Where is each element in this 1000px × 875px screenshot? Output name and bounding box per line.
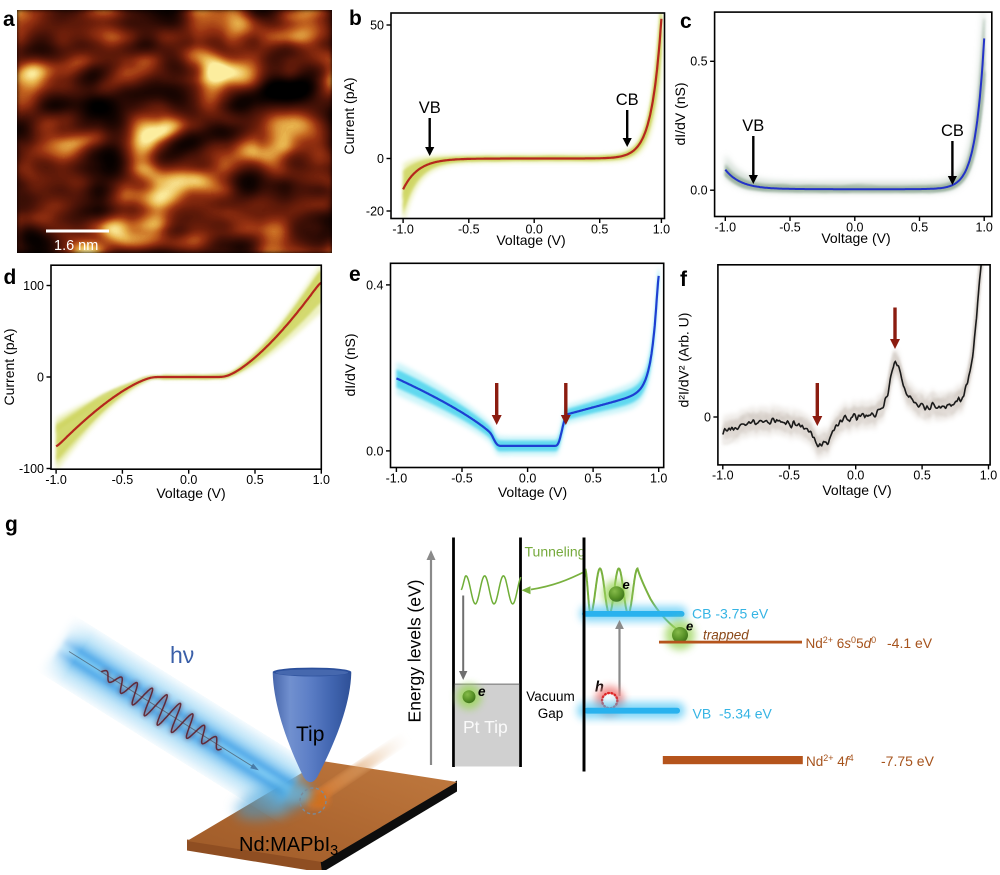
svg-text:Voltage (V): Voltage (V): [156, 485, 225, 501]
svg-text:dI/dV (nS): dI/dV (nS): [342, 333, 358, 396]
svg-text:50: 50: [370, 18, 384, 32]
svg-text:Energy levels (eV): Energy levels (eV): [405, 580, 425, 723]
svg-text:Tunneling: Tunneling: [525, 544, 586, 560]
svg-text:0.0: 0.0: [366, 444, 383, 458]
svg-text:-0.5: -0.5: [778, 469, 800, 483]
svg-text:dI/dV (nS): dI/dV (nS): [672, 82, 688, 145]
svg-text:CB: CB: [941, 122, 964, 140]
svg-text:-100: -100: [19, 462, 44, 476]
svg-text:e: e: [686, 619, 693, 634]
svg-text:-7.75 eV: -7.75 eV: [881, 753, 935, 769]
svg-text:0.5: 0.5: [911, 220, 928, 234]
svg-text:h: h: [595, 680, 604, 696]
svg-text:1.0: 1.0: [980, 469, 997, 483]
svg-text:-1.0: -1.0: [45, 473, 67, 487]
svg-text:-4.1 eV: -4.1 eV: [887, 635, 933, 651]
svg-text:d: d: [4, 266, 17, 289]
svg-text:0.5: 0.5: [913, 469, 930, 483]
svg-text:VB -5.34 eV: VB -5.34 eV: [693, 706, 773, 722]
svg-text:0: 0: [37, 370, 44, 384]
svg-text:VB: VB: [419, 99, 441, 117]
svg-text:1.0: 1.0: [313, 473, 330, 487]
svg-text:-0.5: -0.5: [779, 220, 801, 234]
svg-text:Voltage (V): Voltage (V): [496, 232, 565, 248]
svg-text:1.6 nm: 1.6 nm: [54, 238, 98, 254]
svg-text:0.5: 0.5: [584, 471, 601, 485]
svg-text:e: e: [623, 577, 630, 592]
svg-text:-1.0: -1.0: [715, 220, 737, 234]
svg-text:e: e: [478, 684, 486, 699]
svg-text:0.5: 0.5: [591, 222, 608, 236]
svg-text:g: g: [5, 513, 18, 536]
svg-text:c: c: [680, 10, 692, 33]
svg-text:0: 0: [704, 410, 711, 424]
svg-text:0.5: 0.5: [246, 473, 263, 487]
svg-text:Voltage (V): Voltage (V): [498, 484, 567, 500]
svg-text:Voltage (V): Voltage (V): [822, 482, 891, 498]
svg-text:Nd:MAPbI3: Nd:MAPbI3: [239, 834, 338, 859]
svg-text:e: e: [349, 263, 361, 286]
svg-text:a: a: [3, 8, 15, 31]
svg-text:VB: VB: [742, 117, 764, 135]
svg-text:CB: CB: [616, 91, 639, 109]
svg-text:hν: hν: [170, 642, 194, 668]
svg-text:Voltage (V): Voltage (V): [821, 230, 890, 246]
svg-text:0.0: 0.0: [526, 222, 543, 236]
svg-text:-20: -20: [366, 204, 384, 218]
svg-text:100: 100: [23, 279, 44, 293]
svg-text:0.0: 0.0: [519, 471, 536, 485]
svg-text:0.0: 0.0: [690, 184, 707, 198]
svg-text:trapped: trapped: [703, 628, 749, 643]
svg-text:Gap: Gap: [538, 706, 564, 721]
svg-text:-0.5: -0.5: [451, 471, 473, 485]
svg-text:0.0: 0.0: [180, 473, 197, 487]
svg-text:0.0: 0.0: [847, 469, 864, 483]
svg-text:Tip: Tip: [296, 723, 324, 746]
svg-text:-0.5: -0.5: [112, 473, 134, 487]
svg-text:Vacuum: Vacuum: [526, 689, 575, 704]
svg-text:-0.5: -0.5: [458, 222, 480, 236]
svg-text:1.0: 1.0: [650, 471, 667, 485]
svg-text:0.4: 0.4: [366, 278, 383, 292]
svg-text:Current (pA): Current (pA): [1, 328, 17, 405]
svg-text:d²I/dV² (Arb. U): d²I/dV² (Arb. U): [676, 313, 692, 408]
svg-text:-1.0: -1.0: [392, 222, 414, 236]
svg-text:1.0: 1.0: [653, 222, 670, 236]
svg-text:Nd2+ 4f4: Nd2+ 4f4: [806, 753, 854, 769]
svg-text:Pt Tip: Pt Tip: [463, 717, 508, 737]
svg-text:Current (pA): Current (pA): [341, 77, 357, 154]
svg-text:0: 0: [377, 152, 384, 166]
svg-text:-1.0: -1.0: [712, 469, 734, 483]
svg-text:CB -3.75 eV: CB -3.75 eV: [692, 606, 769, 622]
svg-text:1.0: 1.0: [976, 220, 993, 234]
svg-text:f: f: [680, 268, 688, 291]
svg-text:-1.0: -1.0: [386, 471, 408, 485]
svg-text:0.0: 0.0: [846, 220, 863, 234]
svg-text:Nd2+ 6s05d0: Nd2+ 6s05d0: [806, 635, 877, 651]
svg-text:0.5: 0.5: [690, 55, 707, 69]
svg-text:b: b: [349, 7, 362, 30]
